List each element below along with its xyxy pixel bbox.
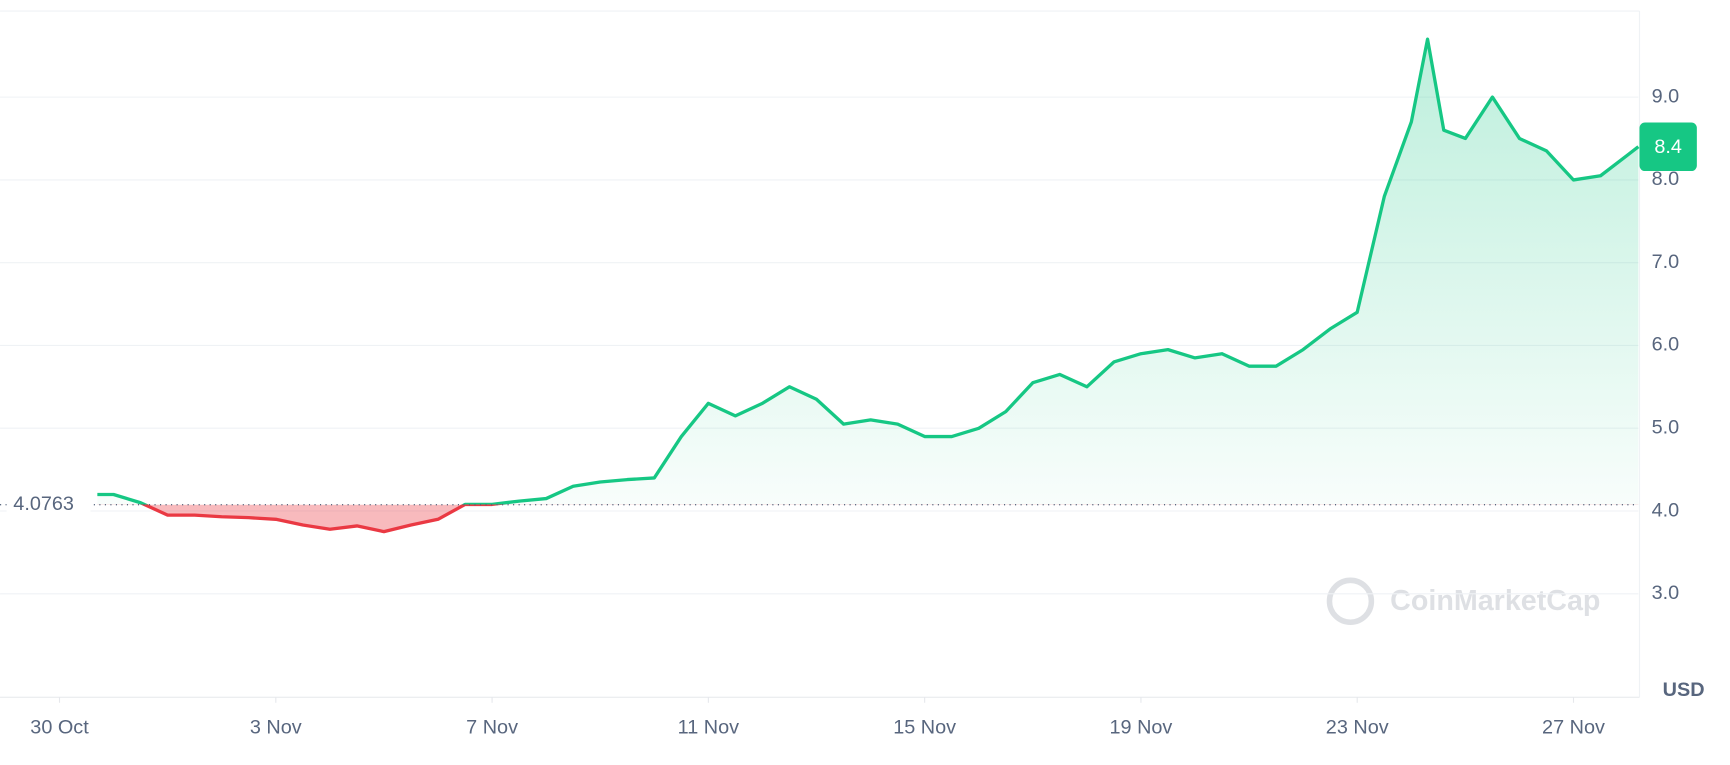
x-tick-label: 23 Nov <box>1326 716 1389 738</box>
x-tick-label: 15 Nov <box>893 716 956 738</box>
watermark-text: CoinMarketCap <box>1390 585 1600 617</box>
y-tick-label: 4.0 <box>1652 499 1680 521</box>
reference-label: 4.0763 <box>13 493 74 515</box>
currency-label: USD <box>1663 679 1705 701</box>
reference-label-bg <box>6 491 91 518</box>
y-tick-label: 7.0 <box>1652 251 1680 273</box>
last-price-label: 8.4 <box>1654 136 1682 158</box>
y-tick-label: 8.0 <box>1652 168 1680 190</box>
price-area <box>5 39 1639 532</box>
x-tick-label: 7 Nov <box>466 716 518 738</box>
x-tick-label: 30 Oct <box>30 716 89 738</box>
price-line <box>97 37 1640 534</box>
watermark-logo <box>1326 577 1375 625</box>
watermark: CoinMarketCap <box>1326 577 1600 625</box>
x-tick-label: 3 Nov <box>250 716 302 738</box>
last-price-tag <box>1639 122 1697 172</box>
x-tick-label: 27 Nov <box>1542 716 1605 738</box>
y-tick-label: 5.0 <box>1652 416 1680 438</box>
y-tick-label: 3.0 <box>1652 582 1680 604</box>
y-tick-label: 6.0 <box>1652 334 1680 356</box>
x-tick-label: 11 Nov <box>678 716 739 738</box>
y-tick-label: 9.0 <box>1652 85 1680 107</box>
x-tick-label: 19 Nov <box>1109 716 1172 738</box>
